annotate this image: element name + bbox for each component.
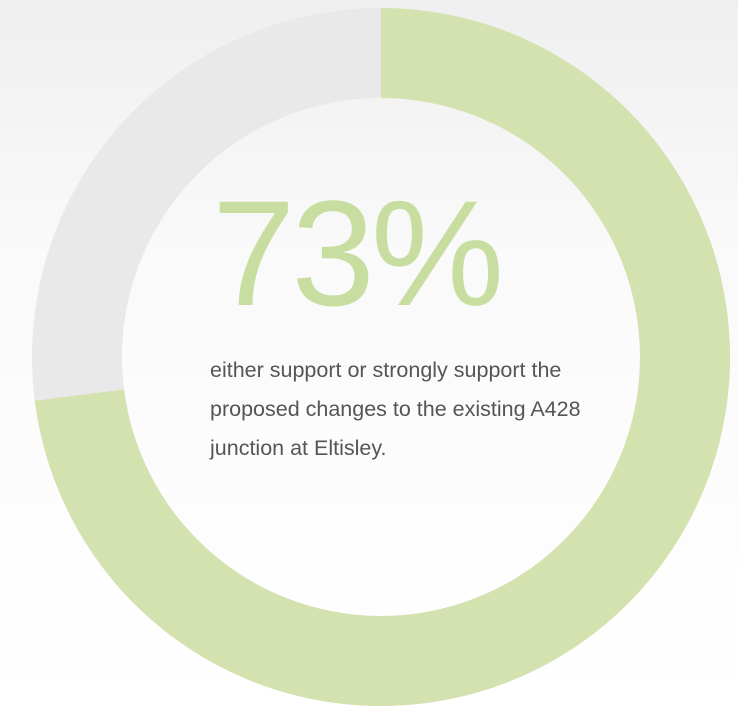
value-label: 73% — [212, 169, 504, 337]
caption: either support or strongly support the p… — [210, 358, 581, 460]
